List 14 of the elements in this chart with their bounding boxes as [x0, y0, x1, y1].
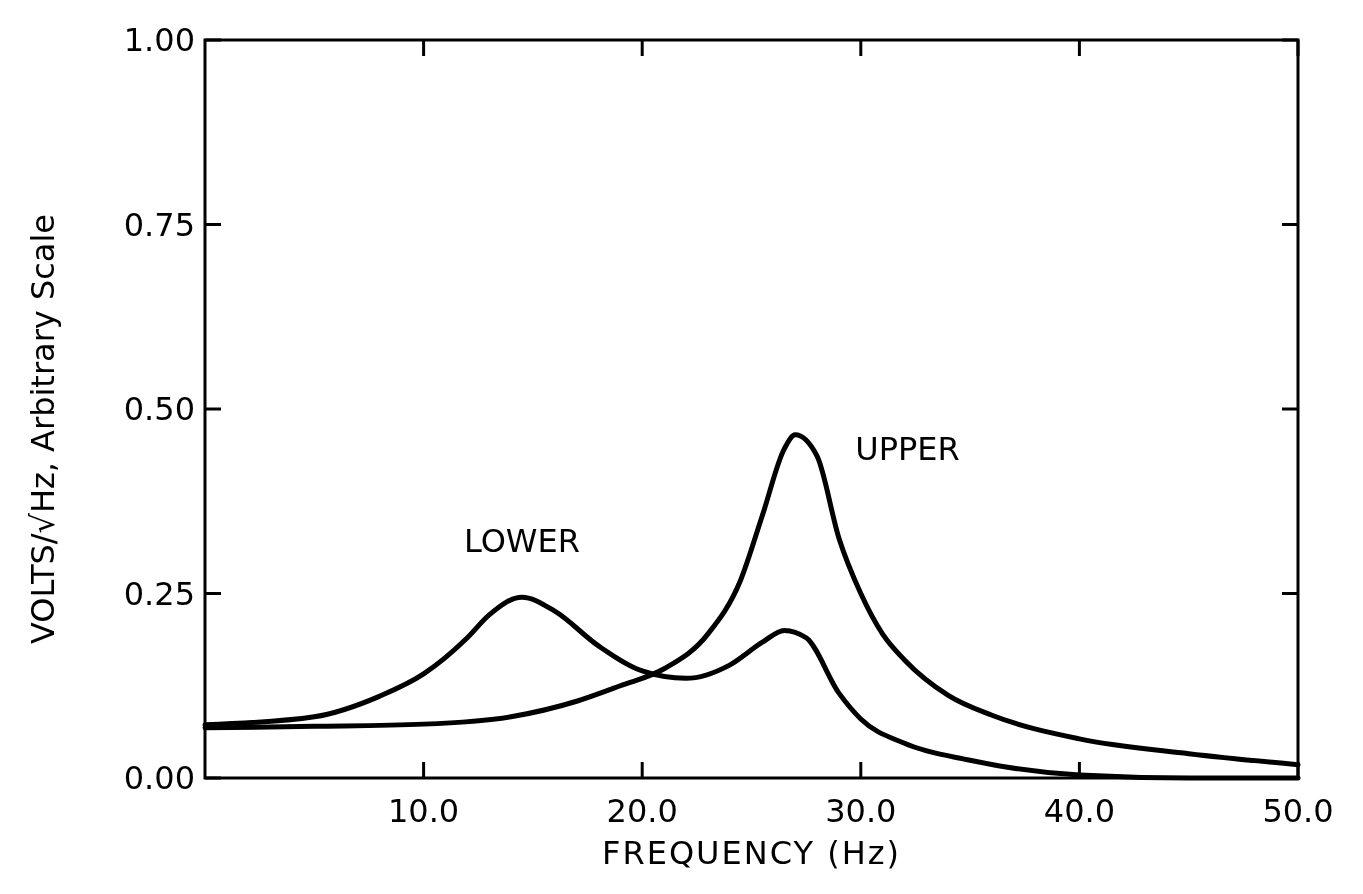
y-axis-title: VOLTS/√Hz, Arbitrary Scale	[24, 213, 62, 645]
x-tick-label: 10.0	[387, 792, 460, 830]
series-label: LOWER	[463, 522, 580, 561]
y-tick-label: 0.00	[123, 759, 195, 798]
x-axis-title: FREQUENCY (Hz)	[602, 834, 901, 872]
series-label: UPPER	[855, 429, 960, 468]
y-tick-label: 0.50	[123, 390, 195, 429]
x-tick-label: 20.0	[606, 792, 678, 830]
y-tick-label: 0.75	[123, 205, 195, 244]
x-tick-label: 40.0	[1043, 792, 1116, 830]
x-tick-label: 50.0	[1262, 792, 1334, 830]
y-tick-label: 0.25	[123, 574, 195, 613]
x-tick-label: 30.0	[825, 792, 897, 830]
y-tick-label: 1.00	[123, 21, 195, 60]
